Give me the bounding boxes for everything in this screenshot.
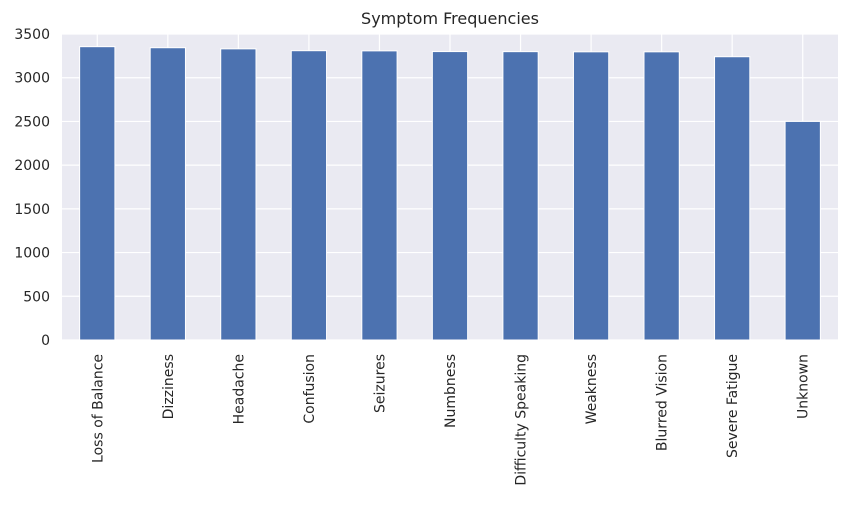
x-tick-label: Seizures	[372, 354, 388, 413]
y-tick-label: 2500	[14, 114, 50, 130]
y-tick-label: 3500	[14, 27, 50, 43]
y-tick-label: 500	[23, 289, 50, 305]
chart-title: Symptom Frequencies	[361, 9, 539, 28]
x-tick-label: Difficulty Speaking	[514, 354, 530, 486]
x-tick-label: Confusion	[302, 354, 318, 424]
x-tick-label: Loss of Balance	[90, 354, 106, 463]
x-tick-label: Unknown	[796, 354, 812, 419]
x-tick-label: Weakness	[584, 354, 600, 424]
x-tick-label: Numbness	[443, 354, 459, 428]
y-tick-label: 3000	[14, 71, 50, 87]
x-tick-label: Blurred Vision	[655, 354, 671, 451]
bar	[431, 51, 469, 341]
bar	[79, 46, 116, 341]
y-tick-label: 1000	[14, 246, 50, 262]
y-tick-label: 0	[41, 333, 50, 349]
bar	[361, 50, 398, 341]
bar	[572, 51, 610, 341]
y-axis-ticks: 0 500 1000 1500 2000 2500 3000 3500	[14, 27, 50, 349]
x-tick-label: Headache	[231, 354, 247, 424]
bar	[220, 48, 257, 341]
bar	[290, 50, 328, 341]
x-tick-label: Dizziness	[161, 354, 177, 419]
bar	[149, 47, 186, 341]
x-tick-label: Severe Fatigue	[725, 354, 741, 458]
x-axis-ticks: Loss of Balance Dizziness Headache Confusio…	[90, 354, 811, 486]
y-tick-label: 2000	[14, 158, 50, 174]
y-tick-label: 1500	[14, 202, 50, 218]
bar	[784, 120, 821, 341]
bars	[79, 46, 821, 341]
bar	[643, 51, 680, 341]
bar	[502, 51, 539, 341]
bar	[714, 56, 751, 341]
